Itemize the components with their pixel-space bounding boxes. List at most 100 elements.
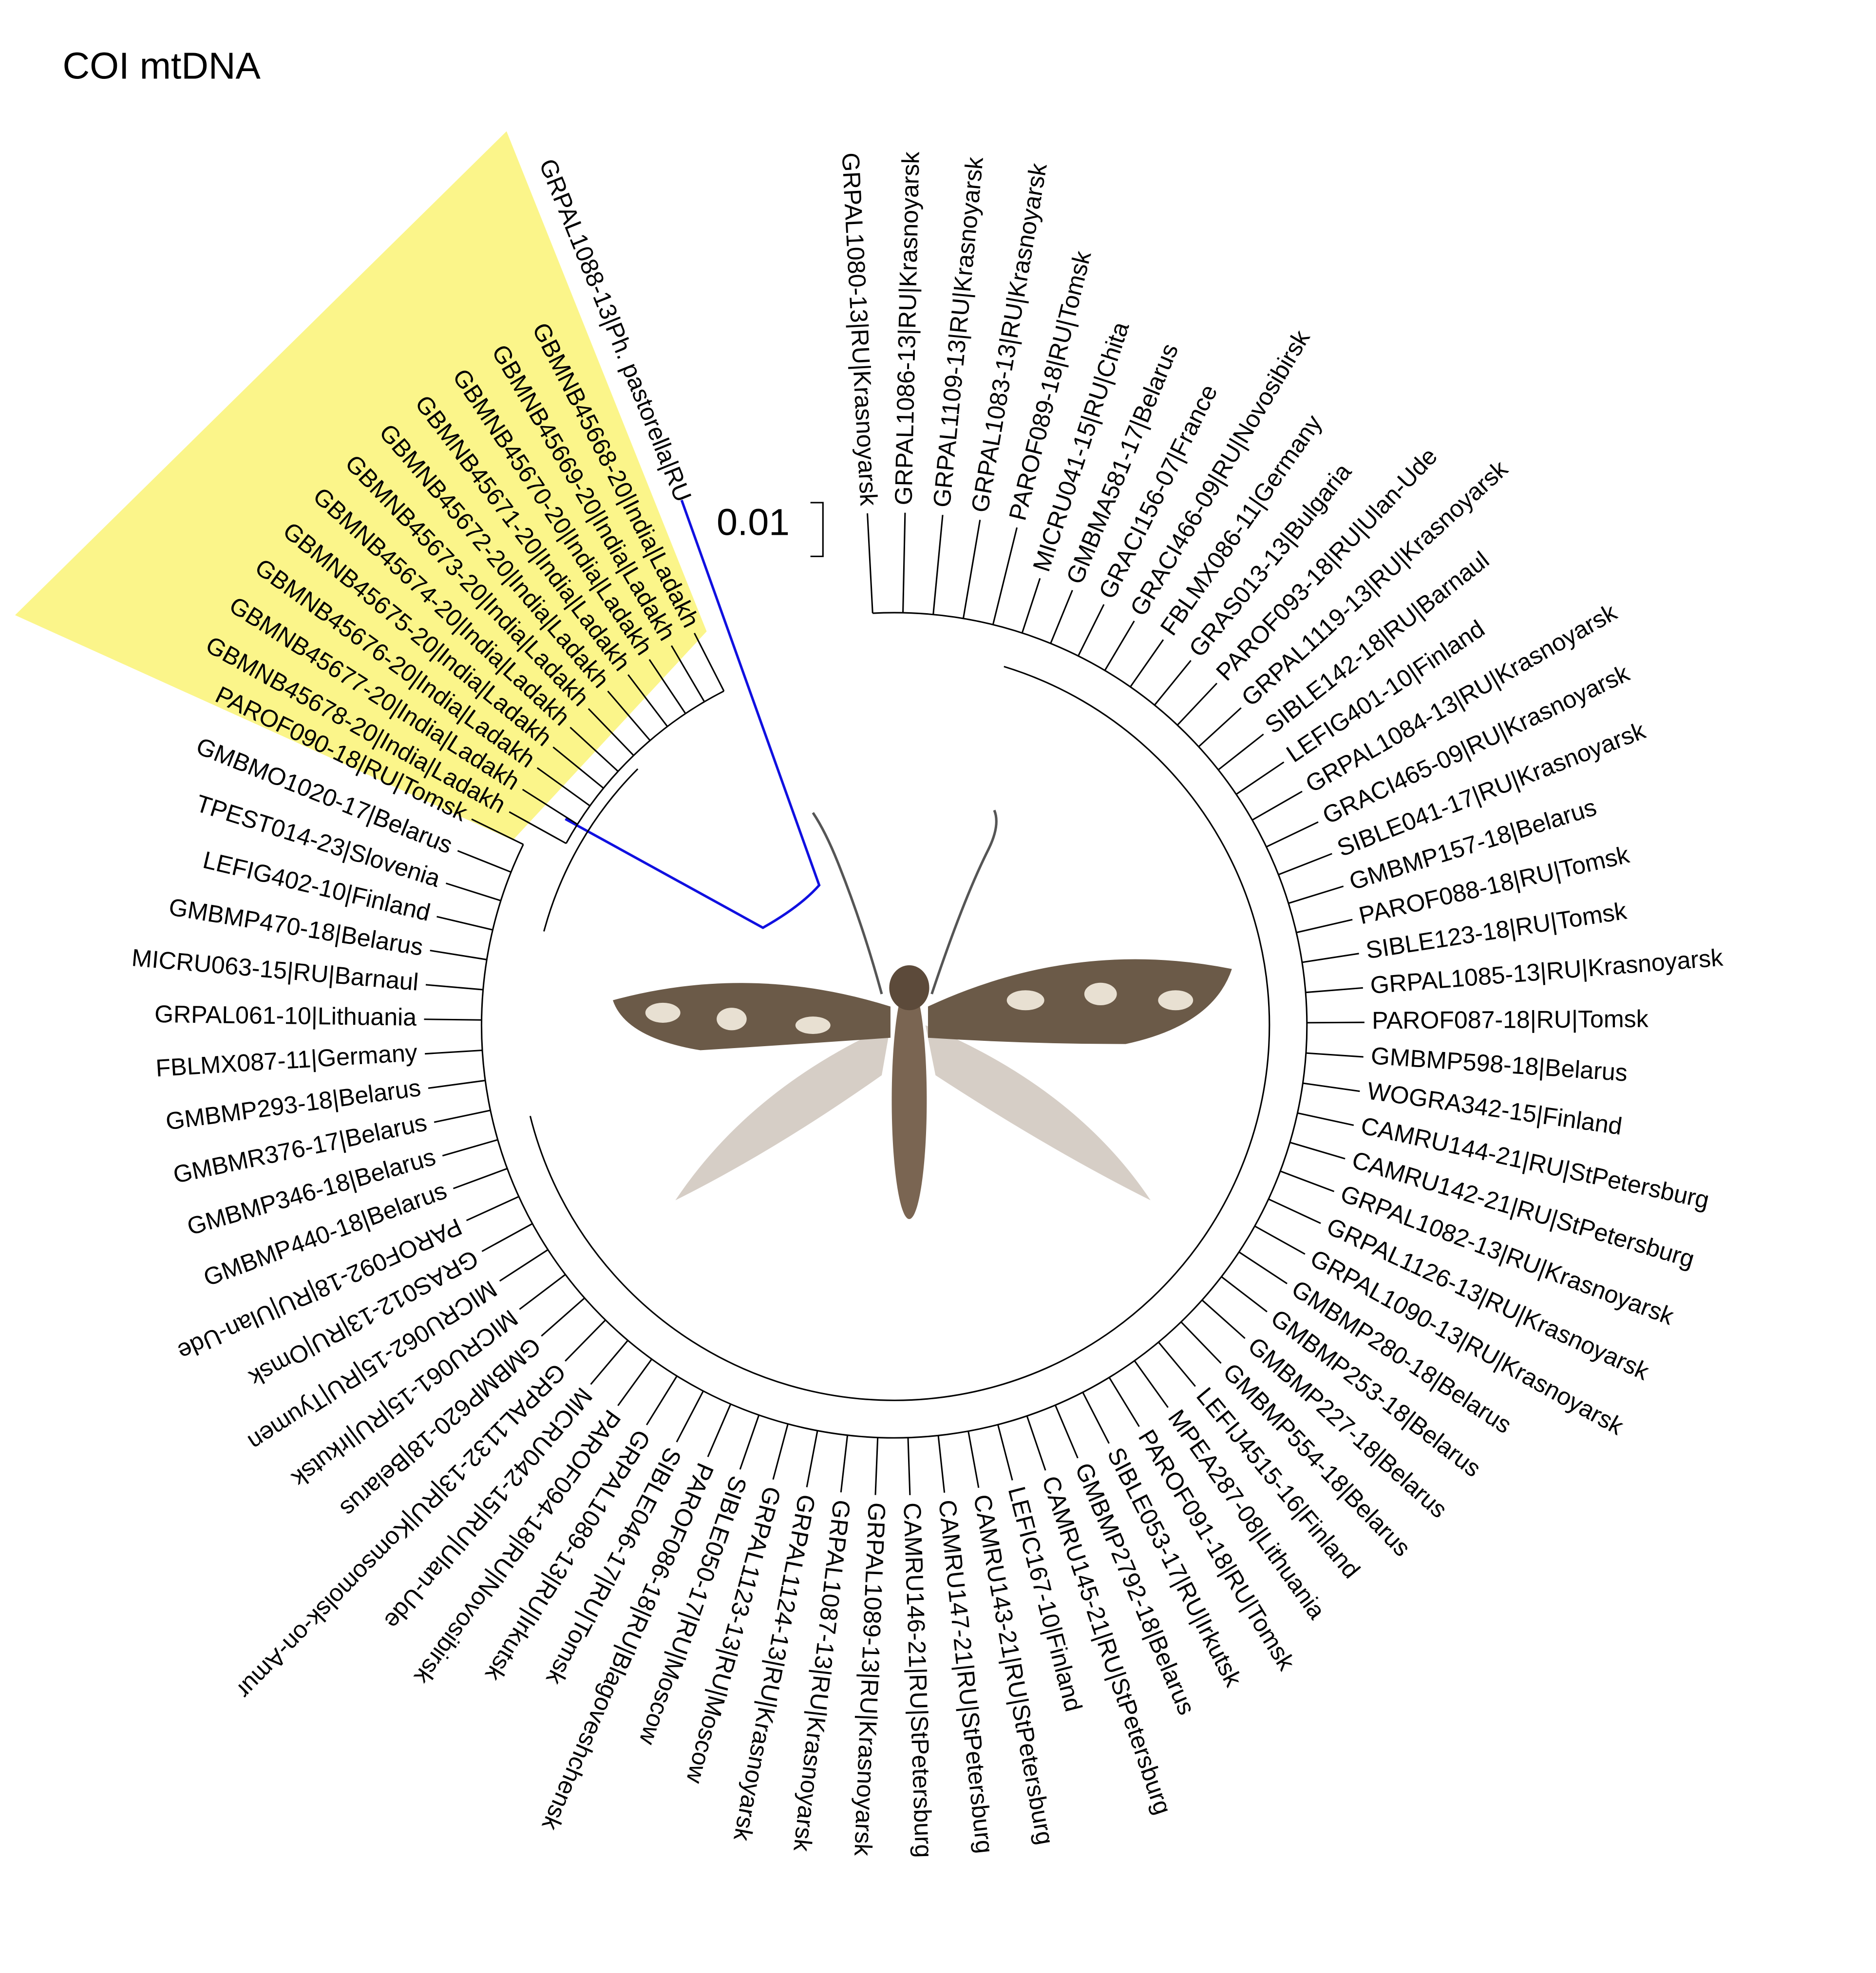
tree-branch (627, 674, 668, 727)
tree-branch (1235, 761, 1285, 795)
tree-branch (428, 1079, 486, 1089)
tree-branch (434, 1109, 491, 1123)
leaf-label: GRPAL1080-13|RU|Krasnoyarsk (837, 152, 883, 507)
tree-branch (617, 1358, 653, 1407)
tree-branch (867, 513, 873, 614)
tree-branch (569, 727, 619, 772)
tree-branch (1201, 1299, 1246, 1339)
tree-branch (522, 789, 578, 825)
tree-branch (453, 1167, 508, 1189)
tree-branch (772, 1424, 789, 1480)
tree-branch (466, 1196, 519, 1221)
tree-branch (648, 659, 686, 714)
tree-branch (840, 1435, 849, 1493)
tree-branch (499, 1249, 549, 1282)
tree-branch (529, 666, 1270, 1401)
leaf-label: GMBMP598-18|Belarus (1370, 1042, 1628, 1086)
tree-branch (1198, 707, 1242, 748)
tree-branch (607, 690, 651, 741)
leaf-label: GRPAL1089-13|RU|Krasnoyarsk (849, 1502, 891, 1857)
tree-branch (962, 520, 981, 619)
clade-highlight (15, 131, 707, 841)
tree-branch (1176, 682, 1218, 726)
moth-illustration (613, 809, 1232, 1219)
tree-branch (509, 811, 567, 845)
outgroup-branch (565, 500, 821, 929)
tree-branch (1288, 885, 1344, 904)
tree-branch (1266, 821, 1319, 848)
tree-branch (874, 1437, 879, 1495)
tree-branch (1251, 790, 1303, 821)
tree-branch (907, 1437, 911, 1495)
tree-branch (1221, 1276, 1268, 1313)
tree-branch (1268, 1198, 1321, 1224)
tree-branch (565, 1319, 606, 1362)
tree-branch (436, 916, 493, 931)
title: COI mtDNA (62, 45, 261, 87)
tree-branch (932, 515, 944, 615)
tree-branch (1238, 1251, 1288, 1284)
tree-branch (646, 1375, 678, 1426)
tree-branch (902, 512, 906, 613)
tree-branch (676, 1390, 704, 1443)
tree-branch (992, 527, 1018, 625)
tree-branch (1134, 1360, 1169, 1408)
tree-branch (425, 1049, 483, 1055)
tree-branch (1050, 590, 1073, 644)
tree-branch (519, 1274, 566, 1310)
tree-branch (1217, 733, 1264, 770)
leaf-label: FBLMX087-11|Germany (155, 1039, 418, 1082)
tree-branch (543, 768, 639, 932)
tree-branch (552, 746, 604, 789)
leaf-label: GRPAL1086-13|RU|Krasnoyarsk (890, 151, 924, 506)
tree-branch (806, 1430, 818, 1487)
tree-branch (1296, 919, 1353, 934)
tree-branch (442, 1139, 498, 1157)
tree-branch (707, 1404, 732, 1457)
tree-branch (671, 645, 705, 702)
tree-branch (590, 1340, 629, 1385)
tree-branch (1082, 1391, 1110, 1444)
tree-branch (1289, 1142, 1345, 1160)
tree-branch (541, 1297, 586, 1337)
tree-branch (480, 612, 1308, 1439)
tree-branch (587, 708, 634, 756)
leaf-label: GRPAL061-10|Lithuania (154, 1000, 417, 1031)
tree-branch (457, 850, 512, 873)
tree-branch (471, 818, 524, 846)
tree-branch (536, 767, 590, 807)
tree-branch (1302, 953, 1359, 963)
tree-branch (1280, 1170, 1335, 1192)
tree-branch (1278, 853, 1332, 876)
tree-branch (1021, 578, 1041, 634)
scale-bar-label: 0.01 (717, 502, 790, 544)
tree-branch (1180, 1321, 1222, 1364)
tree-branch (424, 1018, 482, 1021)
tree-branch (1104, 620, 1135, 671)
tree-branch (481, 1223, 533, 1252)
tree-branch (1157, 1341, 1196, 1387)
tree-branch (1297, 1112, 1354, 1126)
tree-branch (937, 1435, 946, 1493)
leaf-label: CAMRU146-21|RU|StPetersburg (898, 1502, 937, 1858)
tree-branch (1254, 1225, 1306, 1255)
tree-branch (1307, 1021, 1364, 1024)
tree-branch (430, 949, 487, 960)
tree-branch (739, 1414, 760, 1470)
tree-branch (425, 984, 483, 991)
tree-branch (997, 1424, 1013, 1481)
tree-branch (1154, 660, 1192, 706)
scale-bar (810, 502, 824, 557)
tree-branch (1306, 987, 1363, 994)
tree-branch (694, 633, 725, 692)
tree-branch (1130, 639, 1164, 688)
tree-branch (1303, 1082, 1360, 1092)
tree-branch (1026, 1415, 1046, 1471)
tree-branch (1077, 604, 1105, 657)
tree-branch (967, 1431, 980, 1488)
tree-branch (1054, 1405, 1079, 1459)
leaf-label: PAROF087-18|RU|Tomsk (1372, 1005, 1649, 1034)
tree-branch (1306, 1052, 1364, 1058)
